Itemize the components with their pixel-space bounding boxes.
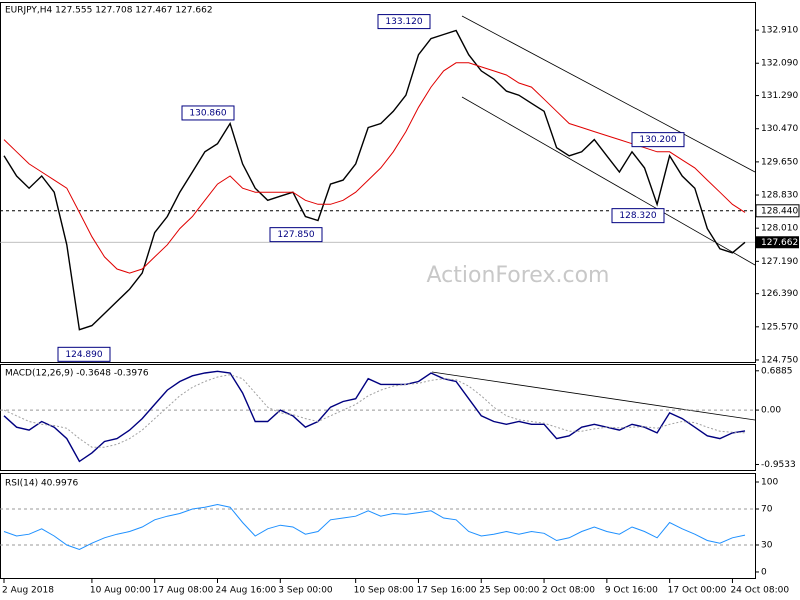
- annotation-label: 133.120: [385, 17, 422, 27]
- last-price-box: [756, 236, 799, 249]
- x-tick-label: 10 Aug 00:00: [90, 586, 151, 596]
- chart-title: EURJPY,H4 127.555 127.708 127.467 127.66…: [5, 6, 213, 16]
- y-tick-label: 124.750: [761, 355, 798, 365]
- channel-lower: [461, 96, 756, 266]
- x-tick-label: 2 Oct 08:00: [542, 586, 595, 596]
- series-line: [3, 374, 746, 448]
- annotation-box: [631, 132, 685, 148]
- annotation-label: 128.320: [619, 211, 656, 221]
- x-tick-label: 25 Sep 00:00: [479, 586, 539, 596]
- y-tick-label: 127.190: [761, 257, 798, 267]
- annotation-box: [377, 14, 431, 30]
- series-line: [3, 62, 746, 274]
- series-line: [3, 370, 746, 463]
- x-tick-label: 24 Oct 08:00: [730, 586, 789, 596]
- macd-trendline: [431, 371, 756, 421]
- rsi-title: RSI(14) 40.9976: [5, 479, 78, 489]
- macd-frame: [0, 364, 756, 471]
- x-tick-label: 3 Sep 00:00: [278, 586, 333, 596]
- y-tick-label: 129.650: [761, 157, 798, 167]
- x-tick-label: 17 Aug 08:00: [153, 586, 214, 596]
- y-tick-label: -0.9533: [761, 460, 796, 470]
- macd-title: MACD(12,26,9) -0.3648 -0.3976: [5, 369, 149, 379]
- y-tick-label: 128.010: [761, 224, 798, 234]
- x-tick-label: 24 Aug 16:00: [216, 586, 277, 596]
- series-line: [3, 503, 746, 551]
- y-tick-label: 132.090: [761, 59, 798, 69]
- y-tick-label: 70: [761, 504, 773, 514]
- x-tick-label: 9 Oct 16:00: [605, 586, 658, 596]
- y-tick-label: 130.470: [761, 124, 798, 134]
- y-tick-label: 126.390: [761, 289, 798, 299]
- x-tick-label: 10 Sep 08:00: [354, 586, 414, 596]
- rsi-frame: [0, 473, 756, 579]
- y-tick-label: 125.570: [761, 322, 798, 332]
- y-tick-label: 128.830: [761, 191, 798, 201]
- annotation-box: [181, 105, 235, 121]
- watermark: ActionForex.com: [427, 263, 610, 288]
- y-tick-label: 100: [761, 478, 778, 488]
- annotation-label: 127.850: [277, 230, 314, 240]
- x-tick-label: 17 Oct 00:00: [668, 586, 727, 596]
- last-price-label: 127.662: [761, 238, 798, 248]
- series-line: [3, 29, 746, 331]
- level-label: 128.440: [761, 206, 798, 216]
- y-tick-label: 0.00: [761, 406, 781, 416]
- annotation-box: [269, 227, 323, 243]
- channel-upper: [461, 15, 756, 173]
- annotation-label: 124.890: [65, 350, 102, 360]
- x-tick-label: 2 Aug 2018: [2, 586, 54, 596]
- x-tick-label: 17 Sep 16:00: [416, 586, 476, 596]
- y-tick-label: 131.290: [761, 91, 798, 101]
- y-tick-label: 132.910: [761, 26, 798, 36]
- annotation-box: [611, 208, 665, 224]
- annotation-label: 130.200: [639, 135, 676, 145]
- annotation-box: [57, 346, 111, 362]
- price-frame: [0, 2, 756, 363]
- y-tick-label: 30: [761, 540, 773, 550]
- level-box: [755, 204, 800, 218]
- annotation-label: 130.860: [189, 108, 226, 118]
- y-tick-label: 0.6885: [761, 366, 793, 376]
- y-tick-label: 0: [761, 567, 767, 577]
